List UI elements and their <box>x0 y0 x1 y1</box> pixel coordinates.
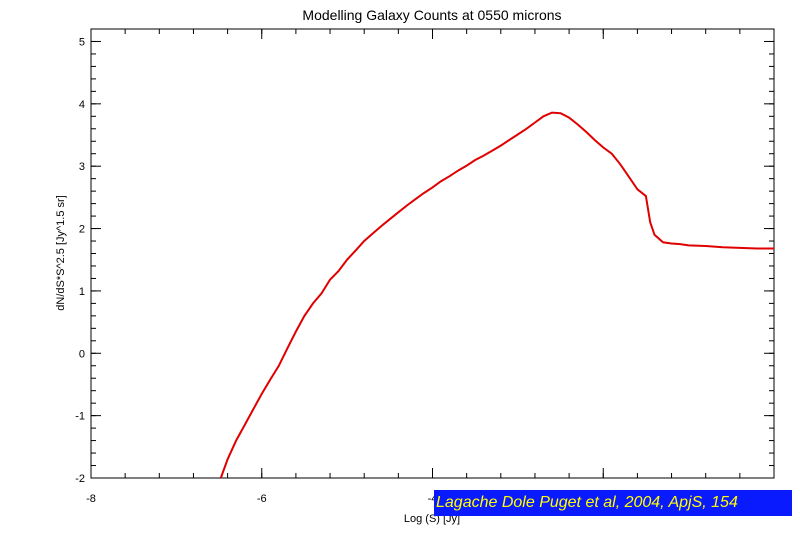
y-axis-label: dN/dS*S^2.5 [Jy^1.5 sr] <box>55 195 67 310</box>
y-tick-label: 3 <box>79 161 85 173</box>
y-tick-label: -1 <box>75 411 85 423</box>
x-tick-labels: -8 -6 -4 <box>86 493 437 505</box>
y-tick-label: 4 <box>79 99 85 111</box>
y-tick-label: 5 <box>79 36 85 48</box>
y-tick-labels: -2 -1 0 1 2 3 4 5 <box>75 36 85 485</box>
y-tick-label: 2 <box>79 224 85 236</box>
series-line <box>219 111 774 479</box>
chart-title: Modelling Galaxy Counts at 0550 microns <box>302 7 561 23</box>
x-tick-label: -4 <box>428 493 438 505</box>
axis-ticks <box>90 28 775 479</box>
x-tick-label: -8 <box>86 493 96 505</box>
x-tick-label: -6 <box>257 493 267 505</box>
y-tick-label: 0 <box>79 348 85 360</box>
x-axis-label: Log (S) [Jy] <box>404 513 460 525</box>
y-tick-label: 1 <box>79 286 85 298</box>
citation-credit-banner: Lagache Dole Puget et al, 2004, ApjS, 15… <box>434 490 792 516</box>
y-tick-label: -2 <box>75 473 85 485</box>
plot-frame <box>90 28 775 479</box>
